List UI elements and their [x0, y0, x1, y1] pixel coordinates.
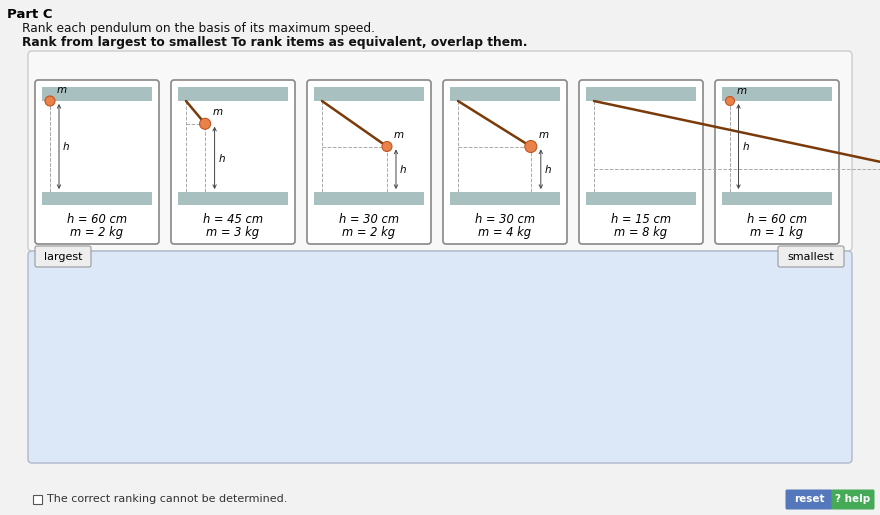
- Text: $m$: $m$: [211, 107, 223, 117]
- Text: largest: largest: [44, 251, 82, 262]
- Text: m = 1 kg: m = 1 kg: [751, 226, 803, 239]
- FancyBboxPatch shape: [35, 246, 91, 267]
- Text: m = 8 kg: m = 8 kg: [614, 226, 668, 239]
- Text: The correct ranking cannot be determined.: The correct ranking cannot be determined…: [47, 494, 288, 505]
- FancyBboxPatch shape: [35, 80, 159, 244]
- Text: smallest: smallest: [788, 251, 834, 262]
- Bar: [42, 87, 152, 101]
- Circle shape: [382, 142, 392, 151]
- FancyBboxPatch shape: [786, 489, 832, 509]
- Bar: [314, 87, 424, 101]
- Text: h = 15 cm: h = 15 cm: [611, 213, 671, 226]
- Text: $h$: $h$: [399, 163, 407, 175]
- Bar: [314, 192, 424, 205]
- Bar: [450, 87, 560, 101]
- Text: h = 30 cm: h = 30 cm: [339, 213, 399, 226]
- Text: $h$: $h$: [217, 152, 225, 164]
- Text: Rank from largest to smallest To rank items as equivalent, overlap them.: Rank from largest to smallest To rank it…: [22, 36, 527, 49]
- Circle shape: [524, 141, 537, 152]
- Text: $h$: $h$: [62, 141, 70, 152]
- Text: h = 60 cm: h = 60 cm: [67, 213, 127, 226]
- Text: m = 4 kg: m = 4 kg: [479, 226, 532, 239]
- Bar: [722, 192, 832, 205]
- Bar: [450, 192, 560, 205]
- FancyBboxPatch shape: [28, 251, 852, 463]
- FancyBboxPatch shape: [443, 80, 567, 244]
- FancyBboxPatch shape: [778, 246, 844, 267]
- FancyBboxPatch shape: [307, 80, 431, 244]
- Text: $m$: $m$: [538, 129, 549, 140]
- Text: $m$: $m$: [56, 85, 68, 95]
- Text: reset: reset: [794, 494, 825, 505]
- FancyBboxPatch shape: [28, 51, 852, 251]
- FancyBboxPatch shape: [832, 489, 875, 509]
- Text: $h$: $h$: [544, 163, 552, 175]
- FancyBboxPatch shape: [579, 80, 703, 244]
- FancyBboxPatch shape: [715, 80, 839, 244]
- Text: h = 60 cm: h = 60 cm: [747, 213, 807, 226]
- Bar: [178, 87, 288, 101]
- Bar: [42, 192, 152, 205]
- Text: ? help: ? help: [835, 494, 870, 505]
- Bar: [586, 87, 696, 101]
- Circle shape: [200, 118, 210, 129]
- Circle shape: [45, 96, 55, 106]
- Bar: [33, 495, 42, 504]
- FancyBboxPatch shape: [171, 80, 295, 244]
- Text: $m$: $m$: [736, 85, 747, 95]
- Text: Part C: Part C: [7, 8, 53, 21]
- Bar: [722, 87, 832, 101]
- Bar: [586, 192, 696, 205]
- Text: m = 2 kg: m = 2 kg: [70, 226, 123, 239]
- Text: m = 3 kg: m = 3 kg: [207, 226, 260, 239]
- Text: h = 45 cm: h = 45 cm: [203, 213, 263, 226]
- Text: Rank each pendulum on the basis of its maximum speed.: Rank each pendulum on the basis of its m…: [22, 22, 375, 35]
- Circle shape: [725, 96, 735, 106]
- Bar: [178, 192, 288, 205]
- Text: m = 2 kg: m = 2 kg: [342, 226, 395, 239]
- Text: $h$: $h$: [742, 141, 750, 152]
- Text: h = 30 cm: h = 30 cm: [475, 213, 535, 226]
- Text: $m$: $m$: [393, 130, 405, 141]
